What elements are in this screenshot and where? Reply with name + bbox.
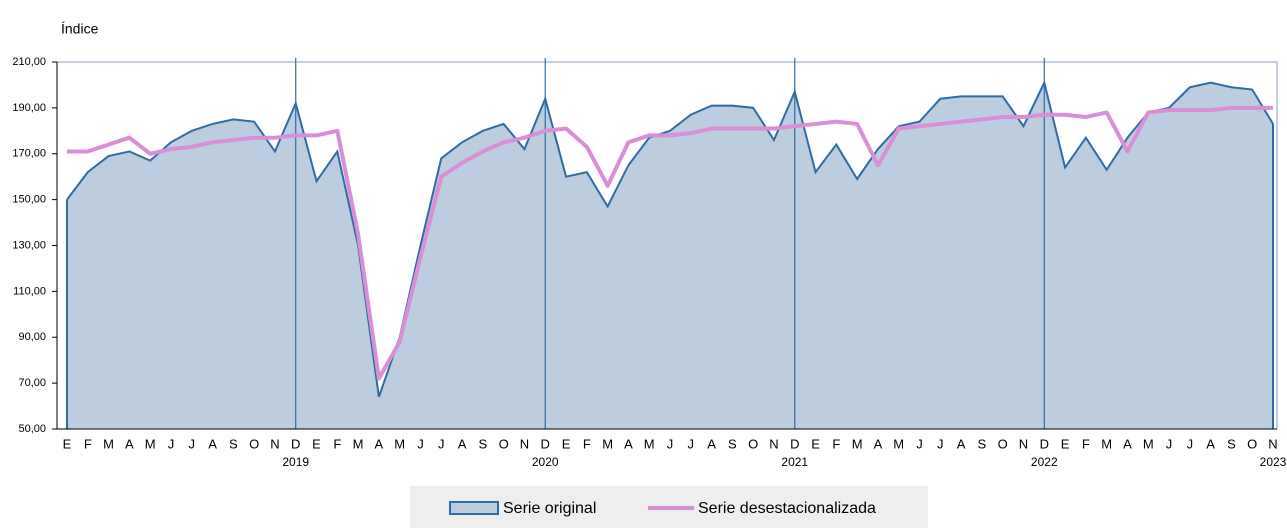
x-tick-label: A xyxy=(375,436,384,451)
x-tick-label: J xyxy=(438,436,445,451)
x-tick-label: S xyxy=(1227,436,1236,451)
x-tick-label: J xyxy=(688,436,695,451)
x-tick-label: J xyxy=(168,436,175,451)
line xyxy=(67,105,1273,381)
x-tick-label: D xyxy=(541,436,550,451)
x-tick-label: J xyxy=(937,436,944,451)
x-tick-label: J xyxy=(667,436,674,451)
year-label: 2020 xyxy=(532,455,559,469)
x-tick-label: A xyxy=(1206,436,1215,451)
x-tick-label: A xyxy=(1123,436,1132,451)
x-tick-label: M xyxy=(852,436,863,451)
legend-label: Serie original xyxy=(503,500,596,517)
x-tick-label: J xyxy=(916,436,923,451)
x-tick-label: F xyxy=(832,436,840,451)
x-tick-label: M xyxy=(602,436,613,451)
x-tick-label: F xyxy=(84,436,92,451)
year-label: 2023 xyxy=(1260,455,1287,469)
x-tick-label: M xyxy=(1143,436,1154,451)
x-tick-label: D xyxy=(790,436,799,451)
x-tick-label: E xyxy=(811,436,820,451)
legend-swatch xyxy=(449,501,499,515)
x-tick-label: A xyxy=(874,436,883,451)
x-tick-label: S xyxy=(479,436,488,451)
x-tick-label: J xyxy=(1166,436,1173,451)
y-tick-label: 210,00 xyxy=(12,56,46,68)
x-tick-label: F xyxy=(1082,436,1090,451)
x-tick-label: A xyxy=(208,436,217,451)
x-tick-label: O xyxy=(1247,436,1257,451)
x-tick-label: N xyxy=(270,436,279,451)
x-tick-label: A xyxy=(957,436,966,451)
x-tick-label: O xyxy=(249,436,259,451)
y-tick-label: 150,00 xyxy=(12,194,46,206)
x-tick-label: A xyxy=(125,436,134,451)
legend-label: Serie desestacionalizada xyxy=(698,500,876,517)
x-tick-label: E xyxy=(562,436,571,451)
x-tick-label: N xyxy=(769,436,778,451)
x-tick-label: N xyxy=(520,436,529,451)
x-tick-label: M xyxy=(103,436,114,451)
y-tick-label: 50,00 xyxy=(18,423,46,435)
x-tick-label: M xyxy=(1101,436,1112,451)
x-tick-label: J xyxy=(189,436,196,451)
x-tick-label: M xyxy=(893,436,904,451)
y-axis-title: Índice xyxy=(61,21,99,37)
x-tick-label: A xyxy=(707,436,716,451)
y-tick-label: 70,00 xyxy=(18,377,46,389)
y-tick-label: 90,00 xyxy=(18,331,46,343)
y-tick-label: 190,00 xyxy=(12,102,46,114)
x-tick-label: M xyxy=(644,436,655,451)
x-tick-label: O xyxy=(499,436,509,451)
x-tick-label: E xyxy=(63,436,72,451)
x-tick-label: S xyxy=(728,436,737,451)
x-tick-label: N xyxy=(1268,436,1277,451)
x-tick-label: M xyxy=(145,436,156,451)
y-tick-label: 110,00 xyxy=(13,285,46,297)
y-tick-label: 130,00 xyxy=(12,239,46,251)
x-tick-label: F xyxy=(333,436,341,451)
area xyxy=(67,82,1273,430)
x-tick-label: A xyxy=(624,436,633,451)
year-label: 2019 xyxy=(282,455,309,469)
x-tick-label: A xyxy=(458,436,467,451)
x-tick-label: N xyxy=(1019,436,1028,451)
x-tick-label: S xyxy=(229,436,238,451)
x-tick-label: S xyxy=(978,436,987,451)
x-tick-label: J xyxy=(1187,436,1194,451)
x-tick-label: D xyxy=(291,436,300,451)
x-tick-label: E xyxy=(312,436,321,451)
x-tick-label: J xyxy=(417,436,424,451)
x-tick-label: E xyxy=(1061,436,1070,451)
x-tick-label: F xyxy=(583,436,591,451)
y-tick-label: 170,00 xyxy=(12,148,46,160)
x-tick-label: O xyxy=(998,436,1008,451)
year-label: 2021 xyxy=(781,455,808,469)
x-tick-label: O xyxy=(748,436,758,451)
x-tick-label: M xyxy=(353,436,364,451)
x-tick-label: M xyxy=(394,436,405,451)
area-line xyxy=(66,79,1274,398)
x-tick-label: D xyxy=(1040,436,1049,451)
year-label: 2022 xyxy=(1031,455,1058,469)
